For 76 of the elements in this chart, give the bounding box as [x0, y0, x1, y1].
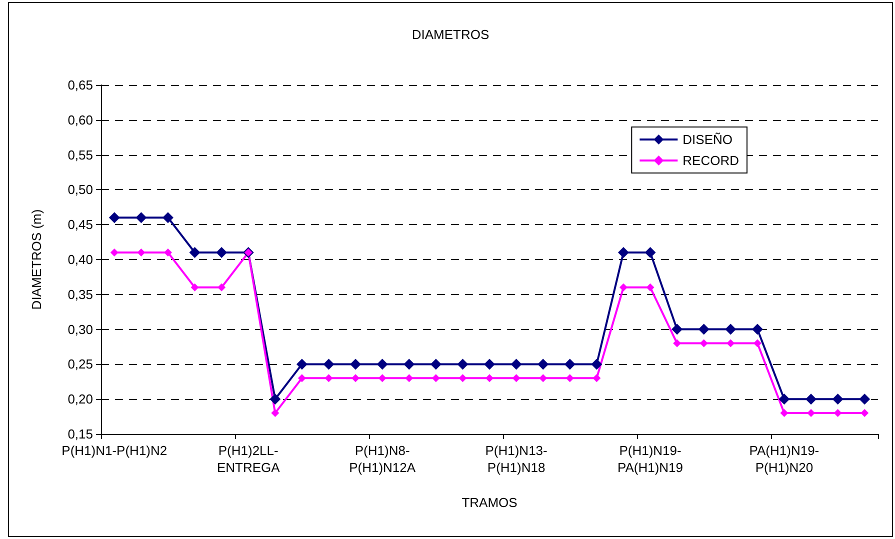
y-tick-label: 0,15 [68, 426, 93, 442]
point [859, 394, 870, 405]
point [780, 409, 788, 418]
point [806, 394, 817, 405]
legend-label: DISEÑO [682, 132, 733, 147]
point [834, 409, 842, 418]
point [512, 374, 520, 382]
y-tick-label: 0,50 [68, 182, 93, 198]
y-axis-title: DIAMETROS (m) [29, 209, 44, 310]
point [430, 358, 442, 370]
x-tick-label: P(H1)2LL- ENTREGA [216, 443, 280, 475]
y-tick-label: 0,30 [68, 322, 93, 337]
point [189, 247, 200, 258]
point [539, 374, 548, 382]
point [832, 394, 844, 405]
point [698, 324, 710, 335]
y-tick-label: 0,40 [68, 252, 93, 267]
point [432, 374, 440, 382]
point [323, 358, 334, 370]
x-axis-title: TRAMOS [462, 495, 518, 510]
point [405, 374, 414, 382]
point [137, 248, 146, 257]
point [646, 283, 654, 292]
point [110, 248, 118, 257]
x-tick-label: P(H1)N8- P(H1)N12A [349, 443, 416, 475]
point [484, 358, 495, 370]
x-tick-label: P(H1)N13- P(H1)N18 [485, 443, 548, 475]
point [190, 283, 199, 292]
y-tick-label: 0,55 [68, 147, 93, 162]
point [510, 358, 522, 370]
point [672, 324, 683, 335]
x-tick-label: P(H1)N1-P(H1)N2 [62, 443, 168, 458]
point [673, 339, 682, 348]
chart-title: DIAMETROS [412, 27, 490, 42]
point [538, 358, 549, 370]
point [136, 212, 147, 224]
point [271, 409, 280, 418]
point [162, 212, 174, 224]
x-tick-label: P(H1)N19- PA(H1)N19 [618, 443, 684, 475]
point [296, 358, 308, 370]
point [752, 324, 763, 335]
point [270, 394, 281, 405]
point [352, 374, 360, 382]
point [298, 374, 306, 382]
point [725, 324, 736, 335]
point [619, 283, 628, 292]
y-tick-label: 0,45 [68, 217, 93, 232]
point [591, 358, 602, 370]
legend-label: RECORD [682, 153, 740, 168]
point [404, 358, 415, 370]
point [618, 247, 629, 258]
point [457, 358, 468, 370]
point [564, 358, 576, 370]
point [378, 374, 386, 382]
y-tick-label: 0,35 [68, 286, 93, 302]
y-tick-label: 0,65 [68, 78, 93, 92]
point [350, 358, 362, 370]
point [860, 409, 869, 418]
point [218, 283, 226, 292]
point [566, 374, 574, 382]
point [486, 374, 494, 382]
point [108, 212, 120, 224]
point [644, 247, 656, 258]
point [324, 374, 333, 382]
y-tick-label: 0,20 [68, 392, 93, 407]
point [753, 339, 762, 348]
point [700, 339, 708, 348]
y-tick-label: 0,60 [68, 112, 93, 128]
point [376, 358, 388, 370]
point [216, 247, 228, 258]
point [458, 374, 467, 382]
x-tick-label: PA(H1)N19- P(H1)N20 [749, 443, 820, 475]
point [592, 374, 601, 382]
point [726, 339, 735, 348]
y-tick-label: 0,25 [68, 356, 93, 372]
point [778, 394, 790, 405]
